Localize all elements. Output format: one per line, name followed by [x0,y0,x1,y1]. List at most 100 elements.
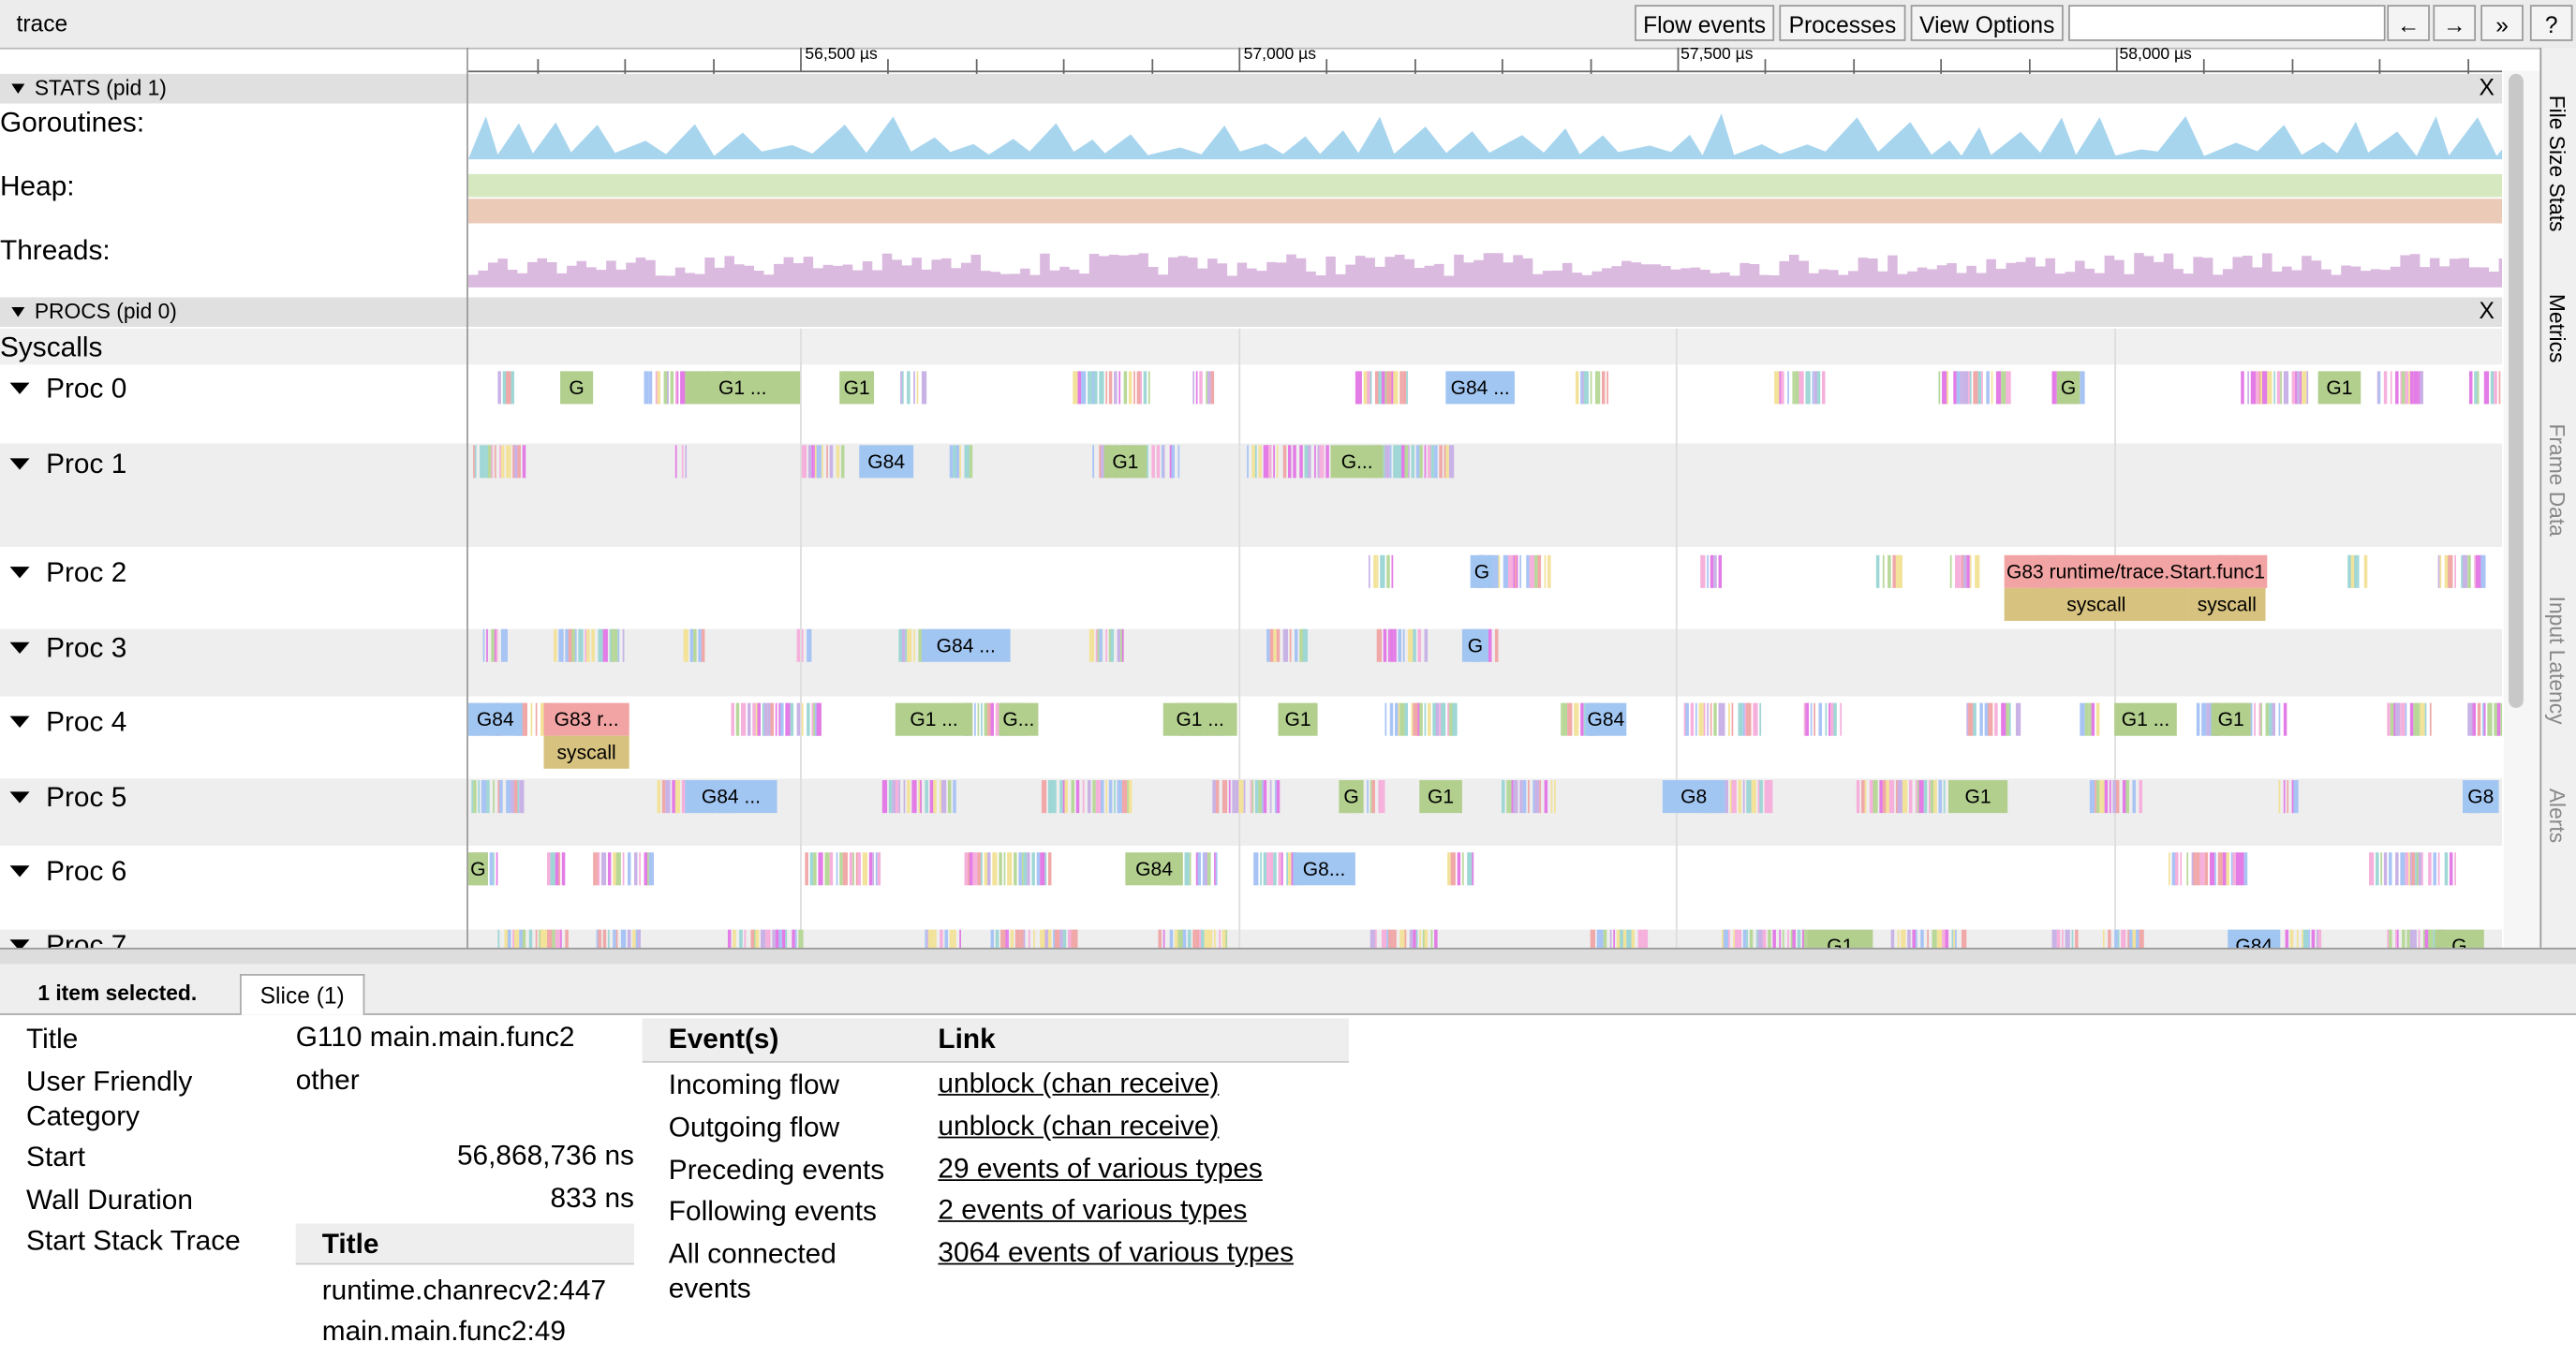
event-link[interactable]: 3064 events of various types [938,1236,1295,1268]
side-tab[interactable]: File Size Stats [2544,95,2569,232]
event-stripe [991,929,995,948]
side-tab[interactable]: Input Latency [2544,596,2569,725]
slice[interactable]: G [467,852,488,886]
track-header[interactable]: Proc 5 [0,782,126,815]
event-link[interactable]: 2 events of various types [938,1194,1248,1226]
event-stripe [1738,780,1741,814]
close-button[interactable]: X [2479,297,2495,324]
event-stripe [1169,929,1173,948]
track-header[interactable]: Proc 7 [0,930,126,948]
event-stripe [1792,929,1797,948]
button[interactable]: View Options [1910,5,2064,41]
slice[interactable]: G84 [859,445,914,479]
slice[interactable]: G1 [1103,445,1147,479]
slice[interactable]: G84 [467,702,523,736]
event-stripe [506,780,511,814]
event-stripe [1968,702,1974,736]
button[interactable]: Processes [1779,5,1906,41]
event-stripe [1942,780,1946,814]
slice[interactable]: G [560,371,594,405]
slice[interactable]: G [1461,628,1488,662]
event-link[interactable]: unblock (chan receive) [938,1110,1220,1142]
event-stripe [1418,445,1424,479]
slice[interactable]: G [1470,554,1494,588]
tab[interactable]: Slice (1) [240,974,365,1015]
event-link[interactable]: unblock (chan receive) [938,1067,1220,1099]
slice[interactable]: G... [999,702,1039,736]
slice[interactable]: G84 [1125,852,1183,886]
event-stripe [674,371,677,405]
track-header[interactable]: Proc 4 [0,706,126,739]
slice[interactable]: G83 r... [543,702,629,736]
event-stripe [2085,702,2088,736]
nav-button[interactable]: ? [2529,5,2573,41]
close-button[interactable]: X [2479,73,2495,100]
event-stripe [1562,702,1568,736]
event-stripe [984,702,988,736]
slice[interactable]: syscall [2188,587,2266,621]
track-header[interactable]: Proc 6 [0,856,126,889]
slice[interactable]: G [1339,780,1364,814]
slice[interactable]: G84 ... [921,628,1011,662]
search-box[interactable] [2068,5,2386,41]
slice[interactable]: G [2056,371,2080,405]
nav-button[interactable]: → [2433,5,2477,41]
slice[interactable]: G8 [1662,780,1725,814]
nav-button[interactable]: ← [2387,5,2430,41]
slice[interactable]: G1 [2211,702,2251,736]
event-stripe [939,929,943,948]
track-header[interactable]: Proc 3 [0,632,126,665]
tick [1852,59,1855,82]
event-stripe [1869,780,1872,814]
slice[interactable]: G1 [1278,702,1318,736]
slice[interactable]: syscall [2004,587,2189,621]
slice[interactable]: G1 ... [2114,702,2177,736]
tick [1150,59,1153,82]
slice[interactable]: G1 ... [685,371,801,405]
slice[interactable]: G1 [1419,780,1462,814]
slice[interactable]: G8... [1293,852,1355,886]
slice[interactable]: G84 ... [1445,371,1516,405]
track-header[interactable]: Proc 1 [0,449,126,481]
event-stripe [2424,702,2428,736]
slice[interactable]: G1 [1948,780,2008,814]
process-header[interactable]: STATS (pid 1) [0,73,2503,104]
slice[interactable]: G84 [1585,702,1627,736]
slice[interactable]: G1 [1807,929,1873,948]
event-stripe [1908,780,1912,814]
event-stripe [1606,371,1609,405]
event-stripe [1583,702,1586,736]
event-link[interactable]: 29 events of various types [938,1153,1263,1185]
event-stripe [498,445,502,479]
slice[interactable]: G1 [839,371,875,405]
event-stripe [592,628,595,662]
slice[interactable]: G8 [2462,780,2499,814]
event-stripe [1255,780,1258,814]
track-header[interactable]: Proc 0 [0,373,126,406]
event-stripe [1218,929,1221,948]
side-tab[interactable]: Metrics [2544,293,2569,363]
event-stripe [1969,554,1972,588]
scroll-thumb[interactable] [2509,73,2524,708]
event-stripe [2248,702,2254,736]
slice[interactable]: G84 ... [685,780,777,814]
slice[interactable]: G... [1330,445,1384,479]
slice[interactable]: G83 runtime/trace.Start.func1 [2004,554,2268,588]
process-header[interactable]: PROCS (pid 0) [0,297,2503,328]
track-header[interactable]: Proc 2 [0,557,126,590]
event-stripe [867,852,873,886]
event-stripe [1383,628,1387,662]
slice[interactable]: syscall [543,735,629,769]
slice[interactable]: G1 ... [895,702,973,736]
button[interactable]: Flow events [1635,5,1775,41]
side-tab[interactable]: Frame Data [2544,423,2569,537]
event-stripe [565,929,569,948]
slice[interactable]: G1 [2317,371,2361,405]
side-tab[interactable]: Alerts [2544,788,2569,844]
splitter[interactable] [0,947,2576,966]
slice[interactable]: G [2435,929,2484,948]
event-stripe [1118,371,1121,405]
nav-button[interactable]: » [2480,5,2524,41]
slice[interactable]: G84 [2228,929,2281,948]
slice[interactable]: G1 ... [1162,702,1237,736]
